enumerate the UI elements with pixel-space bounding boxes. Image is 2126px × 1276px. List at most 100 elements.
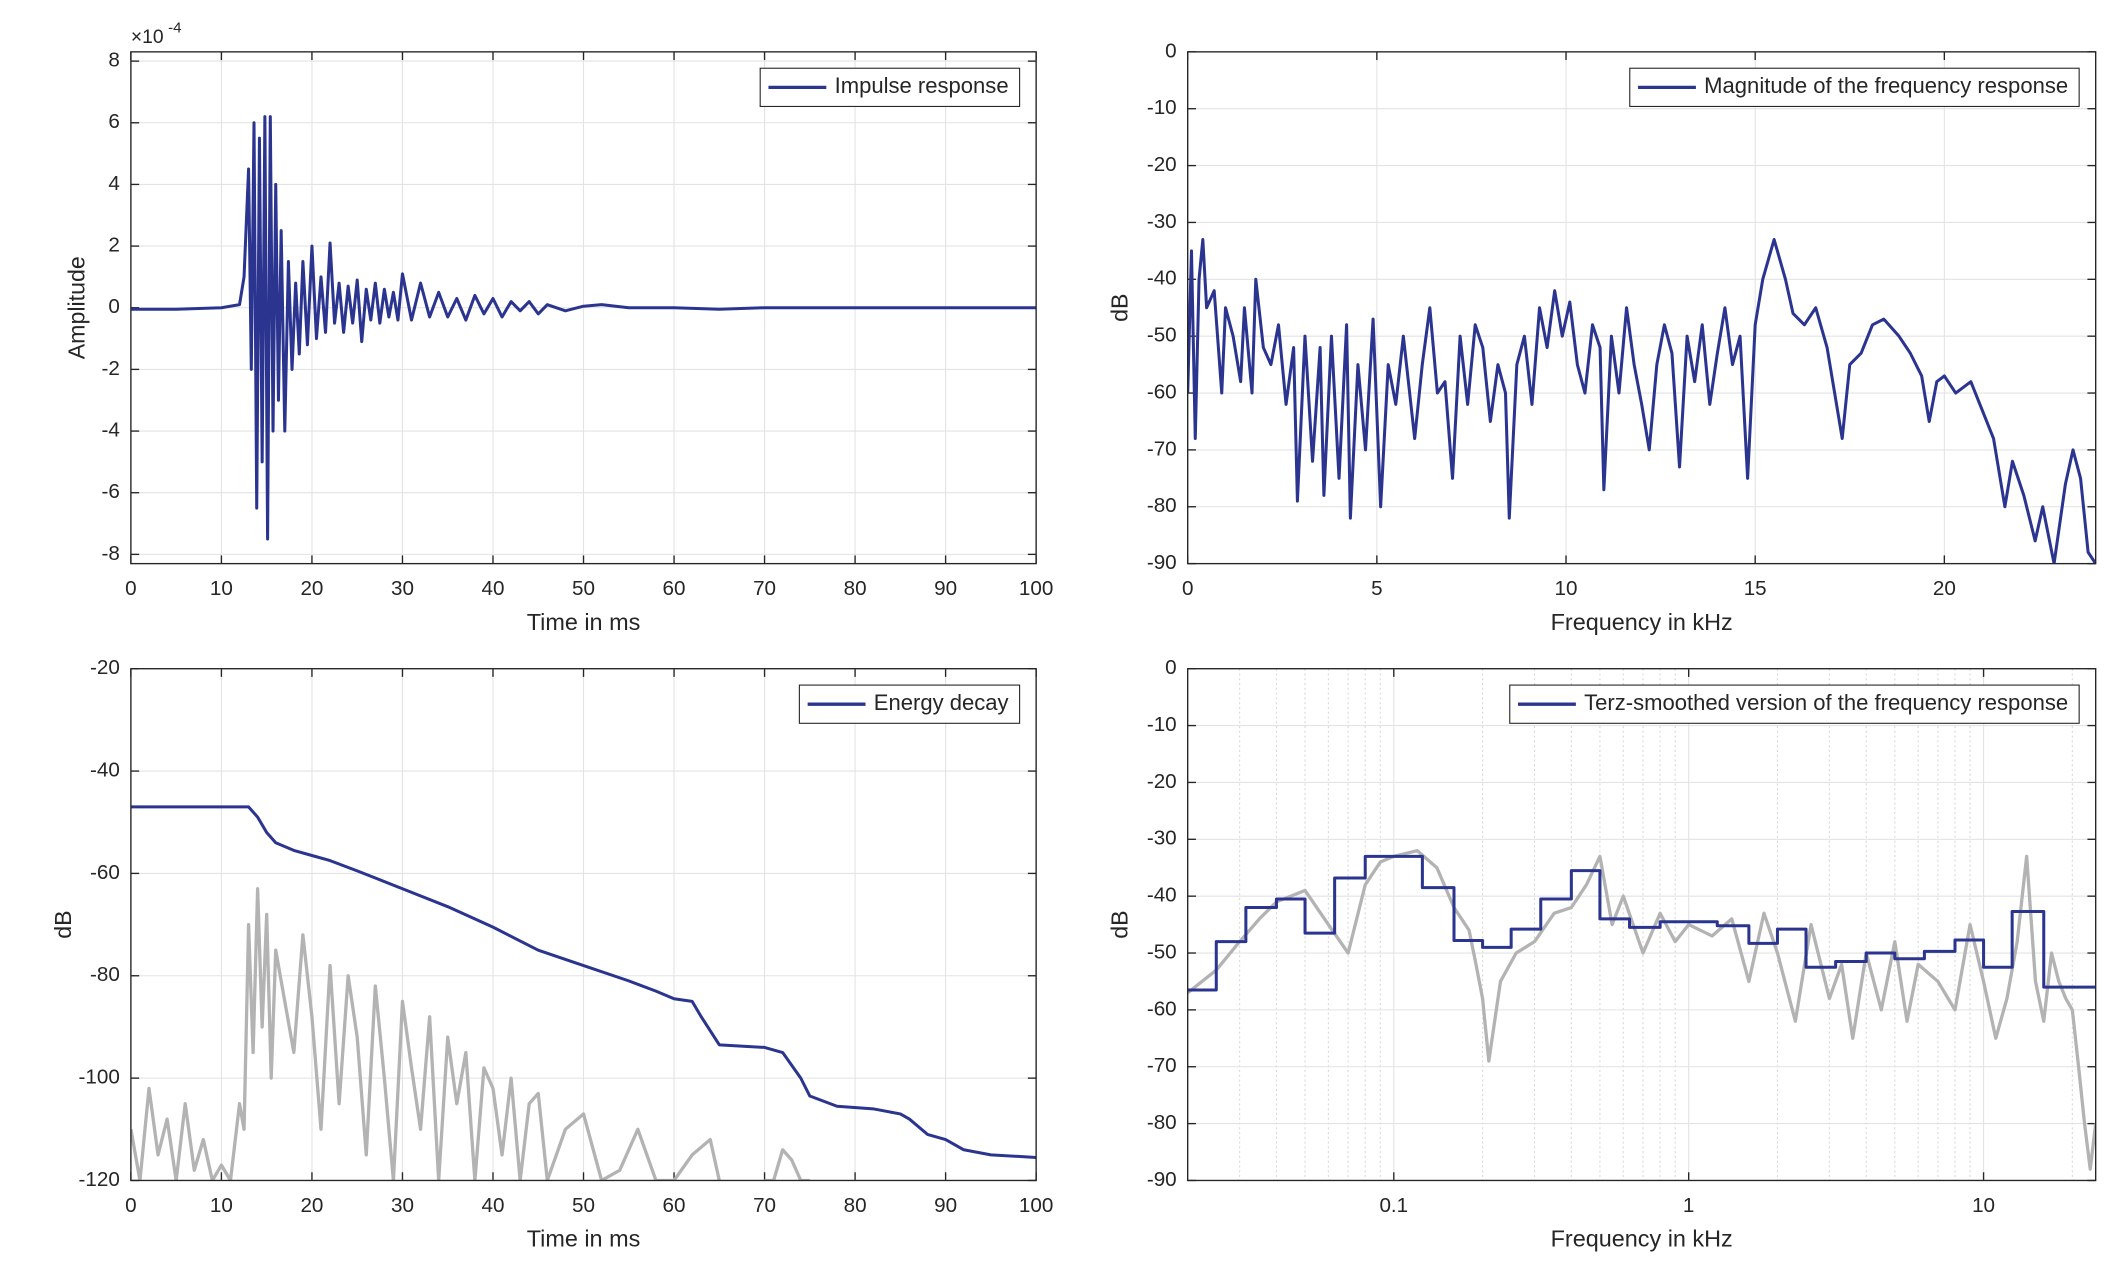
data-line bbox=[1187, 854, 2096, 992]
subplot: 0.1 1 10 0 -10 -20 -30 -40 -50 -60 -70 -80 -90 Freque… bbox=[1107, 656, 2097, 1252]
legend-label: Magnitude of the frequency response bbox=[1704, 73, 2068, 98]
y-tick-label: 0 bbox=[108, 295, 119, 318]
x-tick-label: 80 bbox=[844, 577, 867, 600]
y-tick-label: -90 bbox=[1147, 551, 1177, 574]
x-axis-label: Time in ms bbox=[527, 609, 641, 635]
y-tick-label: -20 bbox=[90, 656, 120, 679]
x-tick-label: 20 bbox=[300, 1194, 323, 1217]
x-tick-label: 40 bbox=[482, 1194, 505, 1217]
axes-box bbox=[130, 668, 1037, 1182]
x-tick-label: 5 bbox=[1371, 577, 1382, 600]
y-tick-label: -20 bbox=[1147, 153, 1177, 176]
y-tick-label: -60 bbox=[90, 861, 120, 884]
y-tick-label: -8 bbox=[102, 542, 120, 565]
data-line bbox=[1187, 238, 2096, 564]
y-tick-label: -40 bbox=[1147, 267, 1177, 290]
y-tick-label: -60 bbox=[1147, 997, 1177, 1020]
y-tick-label: -70 bbox=[1147, 437, 1177, 460]
axes-box bbox=[1187, 668, 2097, 1182]
x-tick-label: 80 bbox=[844, 1194, 867, 1217]
y-tick-label: -4 bbox=[102, 419, 120, 442]
x-tick-label: 10 bbox=[210, 1194, 233, 1217]
x-tick-label: 15 bbox=[1744, 577, 1767, 600]
y-tick-label: -80 bbox=[1147, 494, 1177, 517]
y-tick-label: 8 bbox=[108, 49, 119, 72]
y-tick-label: -70 bbox=[1147, 1054, 1177, 1077]
y-tick-label: -20 bbox=[1147, 770, 1177, 793]
x-tick-label: 10 bbox=[210, 577, 233, 600]
x-tick-label: 60 bbox=[663, 1194, 686, 1217]
y-tick-label: -10 bbox=[1147, 713, 1177, 736]
x-axis-label: Frequency in kHz bbox=[1551, 1226, 1733, 1252]
y-axis-label: dB bbox=[1107, 910, 1133, 938]
y-tick-label: -30 bbox=[1147, 827, 1177, 850]
y-tick-label: -6 bbox=[102, 480, 120, 503]
data-line bbox=[130, 115, 1037, 541]
axis-exponent-base: ×10 bbox=[131, 27, 164, 48]
axis-exponent-power: -4 bbox=[168, 20, 181, 37]
y-tick-label: 0 bbox=[1165, 39, 1176, 62]
data-line bbox=[130, 805, 1037, 1159]
y-tick-label: 0 bbox=[1165, 656, 1176, 679]
x-tick-label: 50 bbox=[572, 577, 595, 600]
y-axis-label: dB bbox=[50, 910, 76, 938]
x-tick-label: 30 bbox=[391, 1194, 414, 1217]
legend: Terz-smoothed version of the frequency r… bbox=[1509, 684, 2080, 724]
y-tick-label: -40 bbox=[1147, 884, 1177, 907]
x-tick-label: 0 bbox=[125, 577, 136, 600]
y-tick-label: -100 bbox=[79, 1066, 120, 1089]
subplot: 0 5 10 15 20 0 -10 -20 -30 -40 -50 -60 -70 -80 -90 Freq… bbox=[1107, 39, 2097, 635]
x-tick-label: 0 bbox=[1182, 577, 1193, 600]
x-tick-label: 20 bbox=[1933, 577, 1956, 600]
x-tick-label: 100 bbox=[1019, 1194, 1053, 1217]
y-tick-label: -40 bbox=[90, 759, 120, 782]
legend-label: Impulse response bbox=[835, 73, 1009, 98]
y-tick-label: -50 bbox=[1147, 941, 1177, 964]
x-tick-label: 90 bbox=[934, 1194, 957, 1217]
axes-box bbox=[130, 51, 1037, 565]
axes-box bbox=[1187, 51, 2097, 565]
subplot: 0 10 20 30 40 50 60 70 80 90 100 -120 -100 -80 -60 -40 -… bbox=[50, 656, 1054, 1251]
legend: Impulse response bbox=[759, 67, 1021, 107]
x-tick-label: 0.1 bbox=[1379, 1194, 1408, 1217]
legend-box bbox=[1509, 684, 2080, 724]
y-tick-label: -90 bbox=[1147, 1168, 1177, 1191]
x-tick-label: 0 bbox=[125, 1194, 136, 1217]
y-tick-label: -50 bbox=[1147, 324, 1177, 347]
data-line bbox=[1187, 849, 2096, 1171]
y-tick-label: -30 bbox=[1147, 210, 1177, 233]
y-tick-label: -80 bbox=[1147, 1111, 1177, 1134]
legend-box bbox=[1629, 67, 2080, 107]
x-tick-label: 20 bbox=[300, 577, 323, 600]
x-axis-label: Time in ms bbox=[527, 1226, 641, 1252]
y-tick-label: -80 bbox=[90, 963, 120, 986]
y-axis-label: Amplitude bbox=[64, 256, 90, 359]
plot-area bbox=[1187, 668, 2096, 1181]
legend-box bbox=[798, 684, 1021, 724]
y-tick-label: 2 bbox=[108, 234, 119, 257]
y-tick-label: 6 bbox=[108, 110, 119, 133]
y-tick-label: -10 bbox=[1147, 96, 1177, 119]
y-tick-label: -2 bbox=[102, 357, 120, 380]
x-tick-label: 70 bbox=[753, 577, 776, 600]
x-tick-label: 90 bbox=[934, 577, 957, 600]
x-tick-label: 40 bbox=[482, 577, 505, 600]
y-axis-label: dB bbox=[1107, 294, 1133, 322]
legend-label: Terz-smoothed version of the frequency r… bbox=[1584, 690, 2068, 715]
legend: Magnitude of the frequency response bbox=[1629, 67, 2080, 107]
x-tick-label: 70 bbox=[753, 1194, 776, 1217]
legend-label: Energy decay bbox=[874, 690, 1009, 715]
x-tick-label: 30 bbox=[391, 577, 414, 600]
x-tick-label: 10 bbox=[1972, 1194, 1995, 1217]
subplot: 0 10 20 30 40 50 60 70 80 90 100 -8 -6 -4 -2 0 2 4 6 8 Time … bbox=[64, 20, 1054, 635]
x-tick-label: 10 bbox=[1555, 577, 1578, 600]
x-tick-label: 60 bbox=[663, 577, 686, 600]
y-tick-label: -120 bbox=[79, 1168, 120, 1191]
x-tick-label: 50 bbox=[572, 1194, 595, 1217]
y-tick-label: -60 bbox=[1147, 381, 1177, 404]
y-tick-label: 4 bbox=[108, 172, 119, 195]
x-tick-label: 100 bbox=[1019, 577, 1053, 600]
x-axis-label: Frequency in kHz bbox=[1551, 609, 1733, 635]
